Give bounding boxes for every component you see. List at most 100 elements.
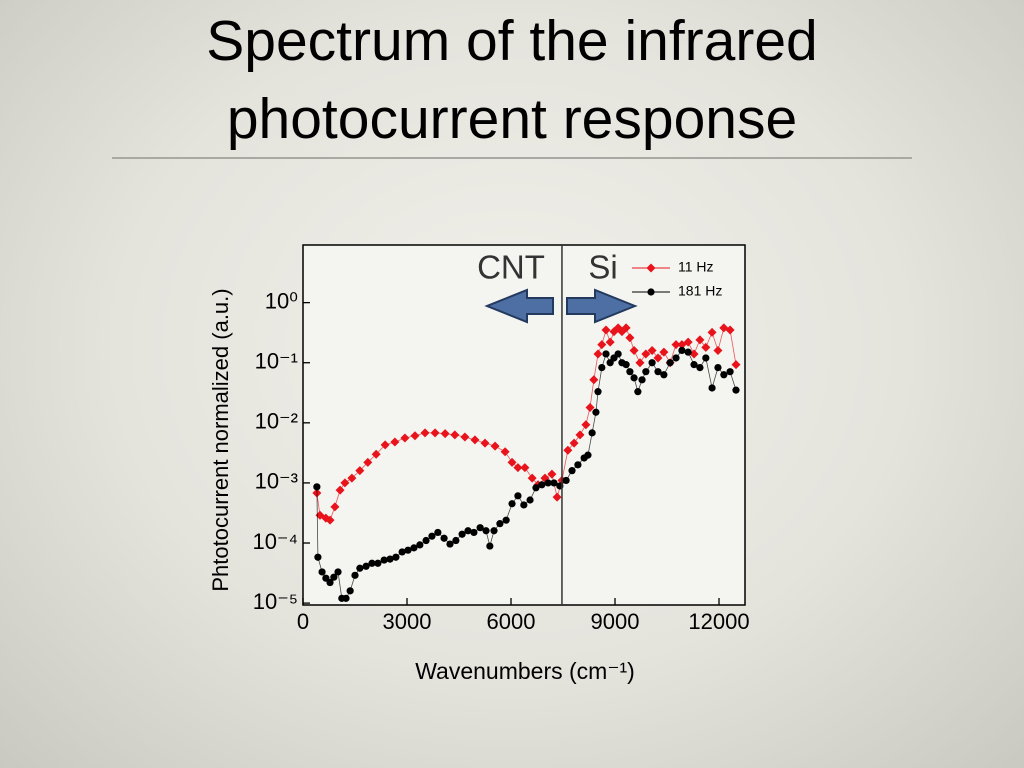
data-point [594, 388, 602, 396]
data-point [593, 349, 603, 359]
data-point [641, 349, 651, 359]
data-point [460, 432, 470, 442]
data-point [702, 354, 710, 362]
annotation: CNT [477, 249, 545, 286]
data-point [584, 451, 592, 459]
data-point [552, 492, 562, 502]
data-point [589, 375, 599, 385]
data-point [725, 325, 735, 335]
arrow-right [566, 288, 638, 324]
data-point [634, 388, 642, 396]
data-point [347, 473, 357, 483]
data-point [707, 327, 717, 337]
data-point [351, 571, 359, 579]
data-point [625, 333, 635, 343]
data-point [720, 371, 728, 379]
data-point [482, 527, 490, 535]
data-point [513, 463, 523, 473]
data-point [502, 516, 510, 524]
data-point [690, 361, 698, 369]
data-point [574, 461, 582, 469]
data-point [390, 437, 400, 447]
data-point [416, 541, 424, 549]
x-axis-label: Wavenumbers (cm⁻¹) [415, 658, 635, 684]
data-point [614, 350, 622, 358]
data-point [597, 340, 607, 350]
data-point [440, 429, 450, 439]
data-point [701, 342, 711, 352]
data-point [486, 542, 494, 550]
data-point [514, 492, 522, 500]
y-axis-label: Phtotocurrent normalized (a.u.) [208, 288, 233, 591]
data-point [314, 553, 322, 561]
data-point [726, 368, 734, 376]
data-point [355, 466, 365, 476]
data-point [588, 429, 596, 437]
data-point [731, 360, 741, 370]
title-rule [112, 157, 912, 159]
data-point [598, 363, 606, 372]
data-point [318, 568, 326, 576]
data-point [648, 359, 656, 367]
data-point [452, 536, 460, 545]
data-point [335, 485, 345, 495]
data-point [544, 479, 552, 487]
data-point [470, 528, 478, 537]
arrow-left [484, 288, 554, 324]
legend-label: 181 Hz [678, 283, 722, 299]
y-tick-label: 10⁻¹ [255, 349, 298, 374]
data-point [490, 527, 498, 535]
data-point [507, 457, 517, 467]
data-point [638, 376, 646, 384]
data-point [629, 345, 639, 355]
x-tick-label: 0 [297, 609, 309, 634]
data-point [654, 368, 662, 376]
data-point [422, 536, 430, 545]
legend-label: 11 Hz [678, 259, 714, 275]
data-point [678, 346, 686, 355]
data-point [340, 478, 350, 488]
data-point [508, 500, 516, 508]
data-point [380, 556, 388, 564]
data-point [362, 562, 370, 570]
data-point [532, 484, 540, 492]
data-point [430, 428, 440, 438]
data-point [708, 384, 716, 392]
data-point [671, 340, 681, 350]
data-point [563, 445, 573, 455]
data-point [410, 431, 420, 441]
data-point [602, 350, 610, 358]
data-point [622, 361, 630, 369]
data-point [660, 371, 668, 379]
data-point [585, 402, 595, 412]
data-point [500, 447, 510, 457]
data-point [440, 534, 448, 542]
data-point [538, 481, 546, 489]
data-point [732, 386, 740, 394]
y-tick-label: 10⁻³ [255, 469, 298, 494]
data-point [363, 457, 373, 467]
data-point [480, 438, 490, 448]
data-point [630, 374, 638, 382]
data-point [374, 559, 382, 567]
data-point [404, 546, 412, 554]
data-point [621, 323, 631, 333]
data-point [330, 502, 340, 512]
annotation: Si [588, 249, 617, 286]
data-point [368, 559, 376, 567]
slide-title: Spectrum of the infrared photocurrent re… [206, 9, 818, 151]
data-point [476, 524, 484, 532]
data-point [672, 354, 680, 362]
data-point [666, 359, 674, 367]
data-point [458, 530, 466, 538]
data-point [547, 469, 557, 479]
data-point [683, 337, 693, 347]
plot-frame [302, 244, 746, 606]
y-tick-label: 10⁻² [255, 409, 298, 434]
legend-marker [646, 263, 656, 273]
data-point [550, 479, 558, 487]
data-point [695, 335, 705, 345]
data-point [684, 348, 692, 356]
data-point [398, 548, 406, 556]
data-point [642, 368, 650, 376]
